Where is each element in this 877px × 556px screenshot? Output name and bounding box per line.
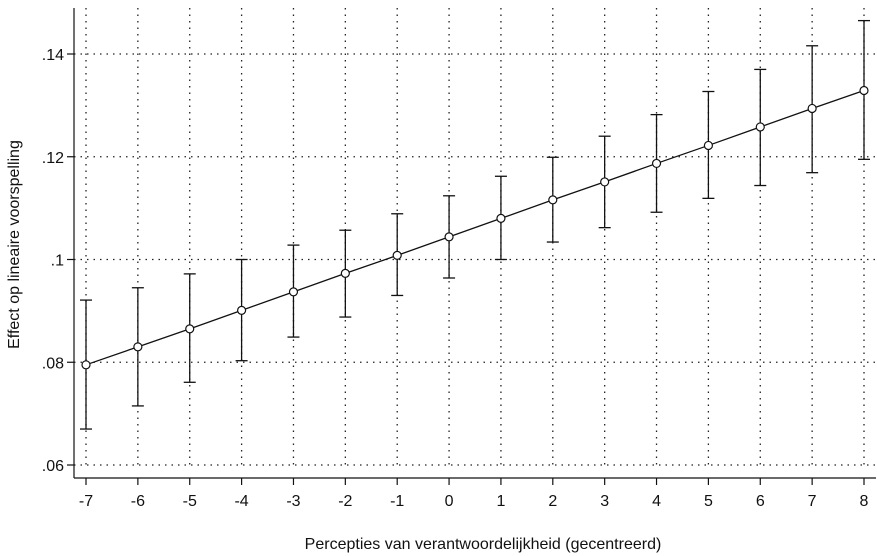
data-point bbox=[651, 158, 662, 169]
data-point bbox=[807, 103, 817, 114]
x-tick-label: 8 bbox=[860, 493, 869, 510]
data-points bbox=[81, 85, 869, 370]
data-point bbox=[392, 250, 402, 260]
x-tick-label: 7 bbox=[808, 493, 817, 510]
data-point bbox=[600, 177, 610, 187]
series-line-group bbox=[85, 89, 865, 366]
data-point bbox=[859, 85, 869, 96]
x-tick-label: -7 bbox=[79, 493, 93, 510]
gridlines bbox=[74, 8, 876, 466]
data-point bbox=[444, 232, 454, 242]
data-point bbox=[703, 140, 714, 151]
x-tick-label: -5 bbox=[183, 493, 197, 510]
x-tick-label: 6 bbox=[756, 493, 765, 510]
x-tick-label: -1 bbox=[390, 493, 404, 510]
data-point bbox=[340, 268, 350, 278]
data-point bbox=[237, 305, 247, 315]
x-tick-label: 3 bbox=[600, 493, 609, 510]
x-axis-label: Percepties van verantwoordelijkheid (gec… bbox=[305, 536, 662, 553]
x-tick-label: 2 bbox=[548, 493, 557, 510]
x-tick-label: 0 bbox=[445, 493, 454, 510]
x-tick-label: 5 bbox=[704, 493, 713, 510]
data-point bbox=[496, 213, 506, 223]
y-tick-label: .14 bbox=[42, 47, 64, 64]
data-point bbox=[185, 324, 195, 334]
y-axis-ticks: .06 .08 .1 .12 .14 bbox=[42, 47, 74, 475]
x-tick-label: -6 bbox=[131, 493, 145, 510]
y-tick-label: .1 bbox=[51, 253, 64, 270]
data-point bbox=[755, 122, 765, 132]
x-tick-label: -4 bbox=[234, 493, 248, 510]
data-point bbox=[548, 195, 558, 205]
data-point bbox=[133, 342, 143, 352]
x-tick-label: 4 bbox=[652, 493, 661, 510]
confidence-intervals bbox=[80, 19, 870, 430]
x-tick-label: -3 bbox=[286, 493, 300, 510]
y-tick-label: .12 bbox=[42, 150, 64, 167]
series-line bbox=[85, 89, 865, 366]
x-tick-label: 1 bbox=[496, 493, 505, 510]
data-point bbox=[288, 287, 299, 297]
y-tick-label: .06 bbox=[42, 458, 64, 475]
y-tick-label: .08 bbox=[42, 355, 64, 372]
y-axis-label: Effect op lineaire voorspelling bbox=[6, 140, 23, 349]
data-point bbox=[81, 360, 91, 370]
x-tick-label: -2 bbox=[338, 493, 352, 510]
axes bbox=[73, 8, 876, 479]
x-axis-ticks: -7 -6 -5 -4 -3 -2 -1 0 1 2 3 4 5 6 7 8 bbox=[79, 478, 869, 510]
